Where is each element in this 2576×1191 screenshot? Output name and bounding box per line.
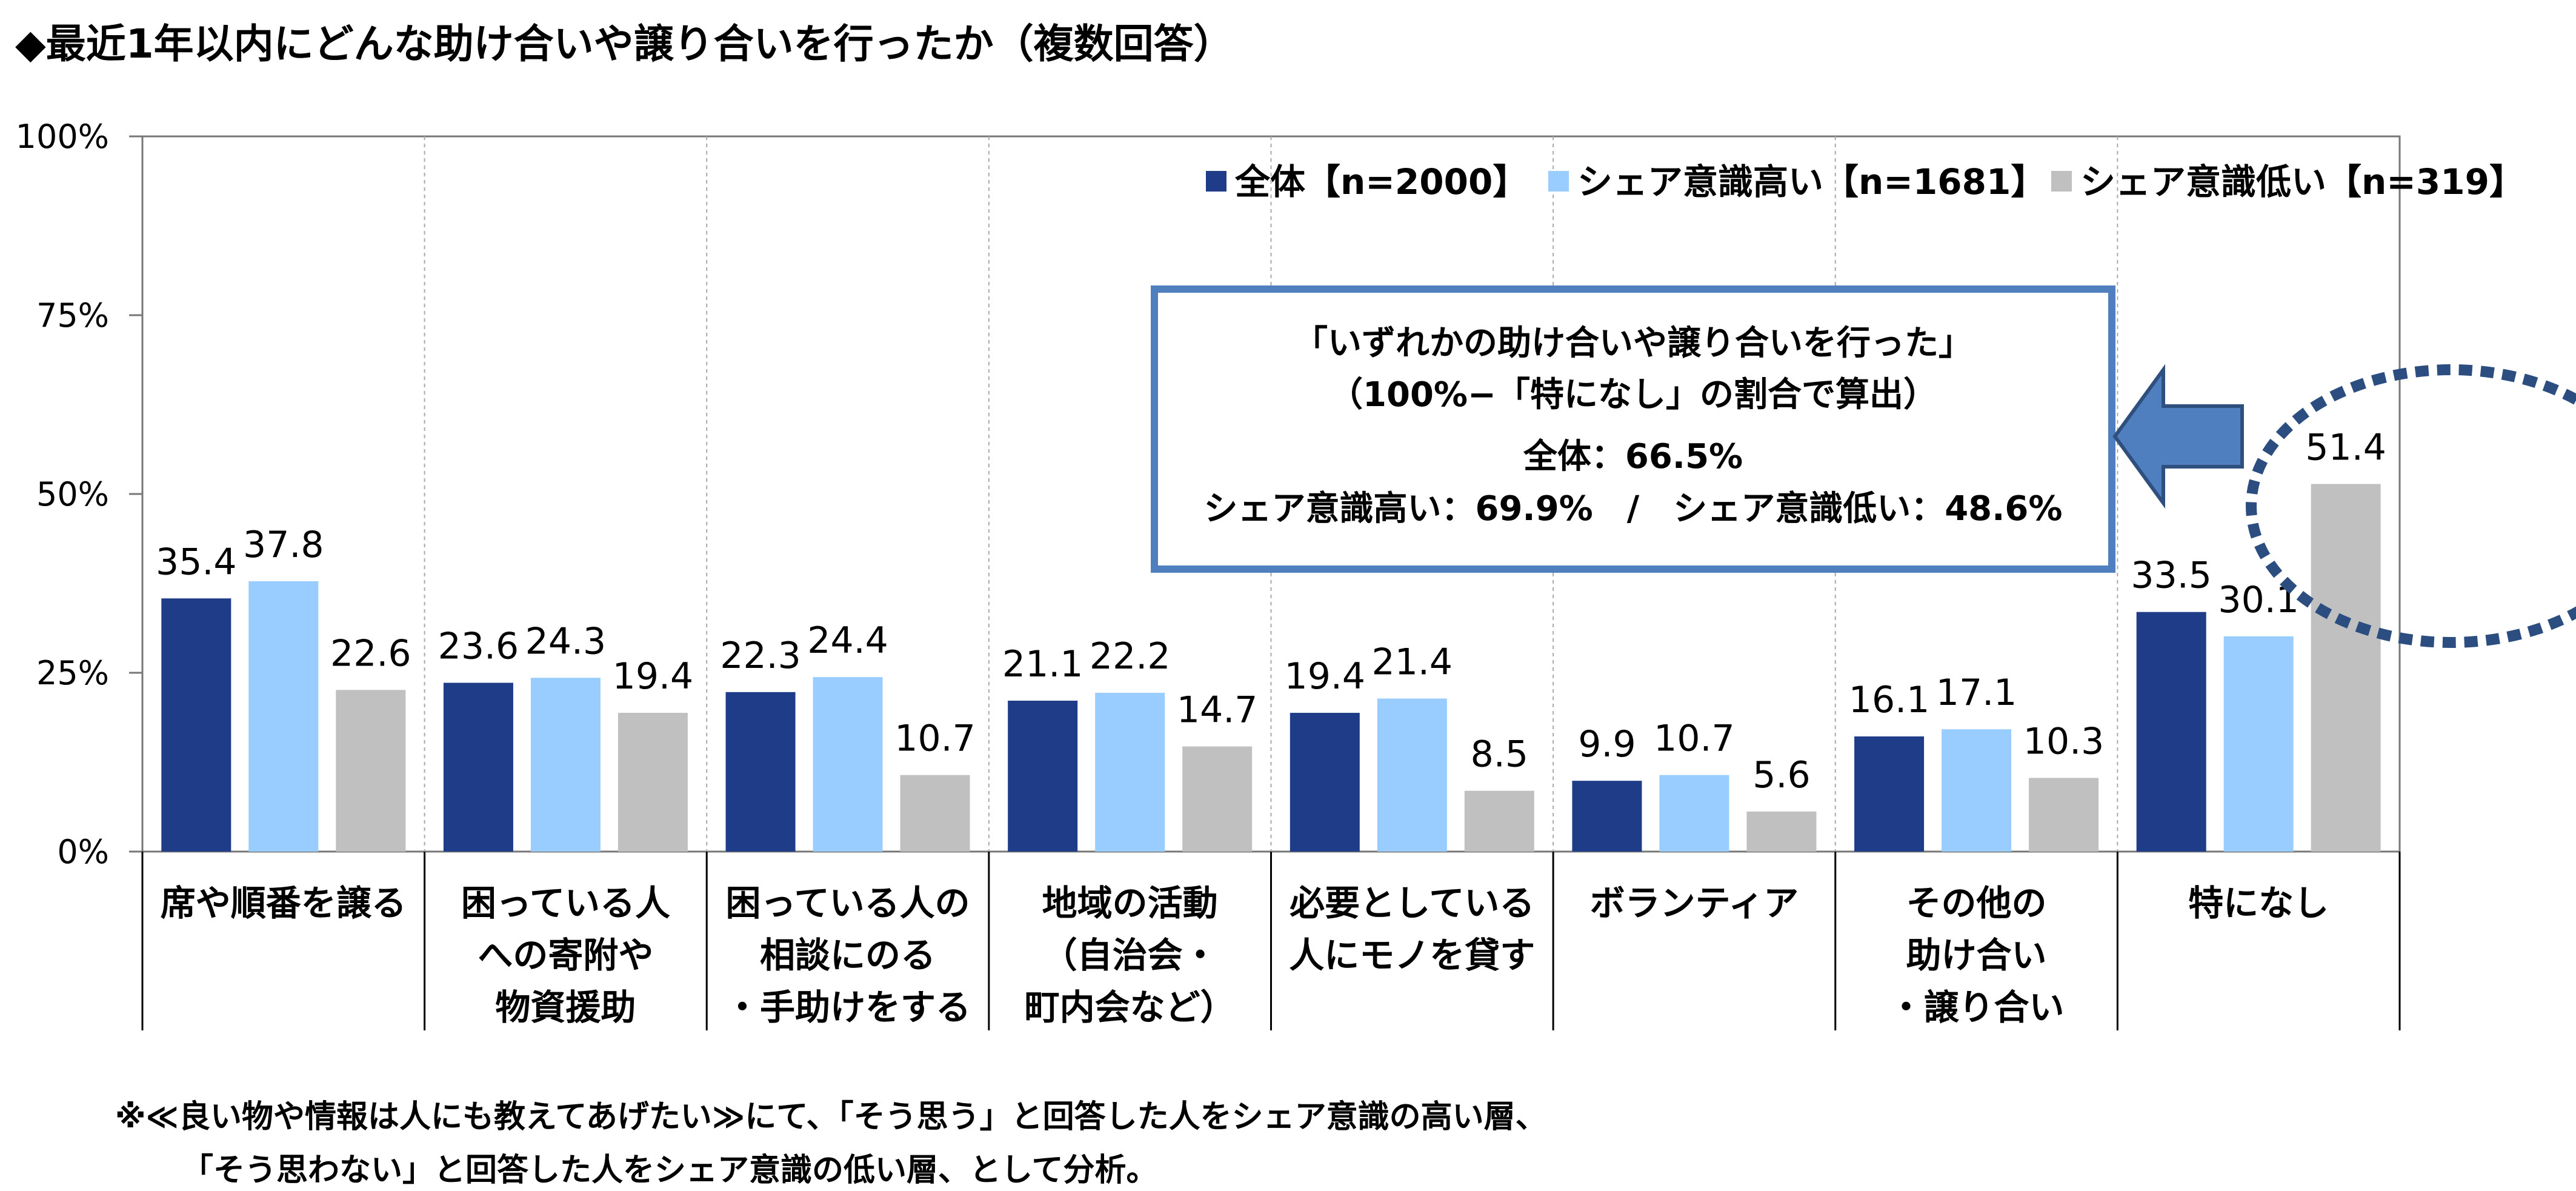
bar — [2136, 612, 2206, 852]
y-tick-label: 100% — [16, 118, 109, 156]
bar — [813, 677, 883, 852]
data-label: 10.7 — [1654, 718, 1735, 760]
legend-label: シェア意識高い【n=1681】 — [1577, 161, 2046, 202]
data-label: 8.5 — [1471, 733, 1528, 776]
data-label: 9.9 — [1578, 723, 1636, 766]
data-label: 23.6 — [438, 626, 519, 668]
data-label: 21.1 — [1002, 643, 1083, 686]
bar — [336, 690, 406, 852]
data-label: 24.3 — [525, 620, 607, 662]
bar — [161, 598, 231, 852]
callout-text: 「いずれかの助け合いや譲り合いを行った」 — [1294, 324, 1972, 363]
x-tick-label: 助け合い — [1906, 935, 2047, 976]
bar — [2311, 484, 2381, 852]
data-label: 37.8 — [243, 524, 324, 566]
bar — [1746, 811, 1817, 852]
bar — [248, 581, 319, 852]
legend-label: シェア意識低い【n=319】 — [2080, 161, 2524, 202]
x-tick-label: 困っている人 — [461, 882, 670, 924]
bar — [1942, 729, 2012, 852]
footnote-line-1: ※≪良い物や情報は人にも教えてあげたい≫にて、「そう思う」と回答した人をシェア意… — [115, 1099, 1547, 1135]
bar — [725, 692, 796, 852]
x-tick-label: 必要としている — [1290, 882, 1534, 924]
legend-label: 全体【n=2000】 — [1234, 161, 1528, 202]
bar — [1008, 701, 1078, 852]
bar — [1854, 736, 1925, 852]
data-label: 14.7 — [1177, 689, 1258, 732]
x-tick-label: 特になし — [2188, 882, 2329, 924]
x-tick-label: 町内会など） — [1025, 987, 1236, 1028]
bar — [443, 682, 513, 852]
legend-swatch — [1548, 171, 1569, 192]
bar — [1659, 775, 1729, 852]
bar — [530, 678, 601, 852]
x-tick-label: ボランティア — [1590, 882, 1799, 924]
callout-text: （100%−「特になし」の割合で算出） — [1329, 375, 1937, 415]
x-tick-label: への寄附や — [478, 935, 653, 976]
bar — [1182, 746, 1253, 852]
data-label: 21.4 — [1372, 641, 1453, 683]
bar — [1464, 790, 1534, 852]
data-label: 22.3 — [720, 635, 801, 677]
x-tick-label: ・譲り合い — [1889, 987, 2065, 1028]
y-tick-label: 75% — [36, 296, 109, 335]
bar — [1377, 698, 1447, 852]
legend-swatch — [1206, 171, 1226, 192]
x-tick-label: 物資援助 — [495, 987, 636, 1028]
footnote-line-2: 「そう思わない」と回答した人をシェア意識の低い層、として分析。 — [182, 1152, 1158, 1189]
x-tick-label: 相談にのる — [760, 935, 936, 976]
callout-arrow — [2112, 364, 2244, 509]
data-label: 17.1 — [1936, 672, 2017, 714]
bar — [1572, 781, 1642, 852]
data-label: 10.3 — [2023, 720, 2105, 762]
x-tick-label: 困っている人の — [726, 882, 970, 924]
x-tick-label: 地域の活動 — [1042, 882, 1218, 924]
x-tick-label: 人にモノを貸す — [1289, 935, 1535, 976]
data-label: 16.1 — [1849, 679, 1930, 721]
y-tick-label: 0% — [57, 833, 109, 871]
data-label: 22.2 — [1090, 635, 1171, 678]
bar — [1095, 693, 1165, 852]
bar — [2223, 636, 2294, 852]
data-label: 19.4 — [1285, 655, 1366, 698]
callout-text: シェア意識高い：69.9% / シェア意識低い：48.6% — [1203, 489, 2062, 529]
x-tick-label: （自治会・ — [1042, 935, 1218, 976]
data-label: 51.4 — [2305, 426, 2386, 469]
bar — [1290, 713, 1360, 852]
bar — [900, 775, 970, 852]
data-label: 24.4 — [807, 619, 888, 662]
y-tick-label: 50% — [36, 475, 109, 513]
data-label: 33.5 — [2131, 555, 2212, 597]
chart-title: ◆最近1年以内にどんな助け合いや譲り合いを行ったか（複数回答） — [15, 21, 1234, 67]
highlight-ellipse — [2246, 364, 2576, 648]
y-tick-label: 25% — [36, 654, 109, 692]
x-tick-label: ・手助けをする — [725, 987, 971, 1028]
data-label: 10.7 — [894, 718, 976, 760]
data-label: 5.6 — [1752, 754, 1810, 796]
data-label: 22.6 — [330, 632, 411, 675]
legend-swatch — [2051, 171, 2072, 192]
bar — [2029, 778, 2099, 852]
callout-text: 全体：66.5% — [1523, 437, 1743, 476]
data-label: 35.4 — [156, 541, 237, 583]
x-tick-label: 席や順番を譲る — [161, 882, 407, 924]
data-label: 19.4 — [613, 655, 694, 698]
callout-box — [1151, 285, 2115, 573]
bar — [617, 713, 688, 852]
x-tick-label: その他の — [1906, 882, 2047, 924]
